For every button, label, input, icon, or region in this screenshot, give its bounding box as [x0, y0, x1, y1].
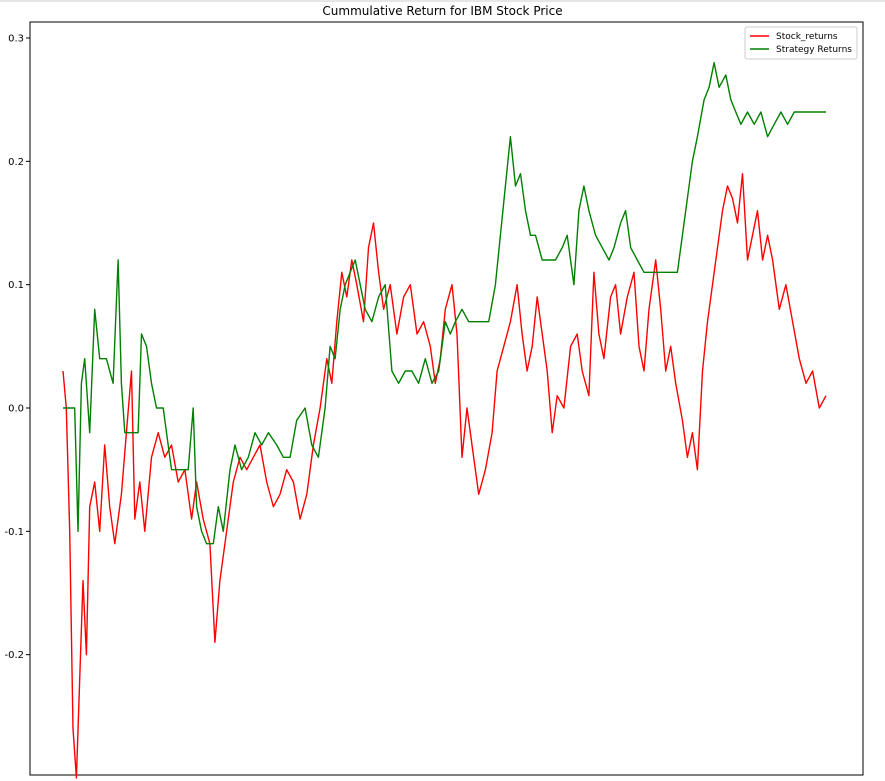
plot-area — [29, 21, 864, 776]
y-tick-label: -0.2 — [4, 650, 24, 661]
window-top-border — [0, 0, 885, 2]
legend: Stock_returns Strategy Returns — [744, 26, 858, 60]
chart-title: Cummulative Return for IBM Stock Price — [322, 4, 563, 18]
legend-box — [744, 26, 858, 60]
y-axis: 0.3 0.2 0.1 0.0 -0.1 -0.2 — [4, 34, 30, 661]
legend-label: Strategy Returns — [776, 45, 852, 55]
series-line-strategy-returns — [63, 62, 826, 545]
series-lines — [62, 62, 827, 779]
y-tick-label: 0.0 — [8, 404, 24, 415]
legend-label: Stock_returns — [776, 32, 838, 42]
y-tick-label: -0.1 — [4, 527, 24, 538]
y-tick-label: 0.3 — [8, 34, 24, 45]
y-tick-label: 0.1 — [8, 280, 24, 291]
y-tick-label: 0.2 — [8, 157, 24, 168]
